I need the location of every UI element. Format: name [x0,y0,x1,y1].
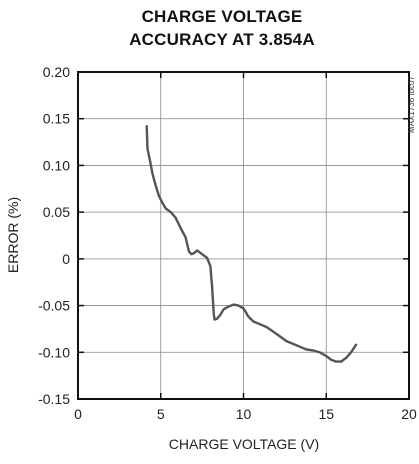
y-tick-label: 0.15 [43,111,70,127]
y-tick-label: 0 [62,251,70,267]
plot-frame [77,71,410,400]
y-axis-label: ERROR (%) [5,197,21,273]
x-tick-label: 5 [157,406,165,422]
y-tick-label: -0.05 [38,298,70,314]
x-tick-labels: 0 5 10 15 20 [74,406,417,422]
series-group [145,124,358,363]
x-tick-label: 15 [318,406,334,422]
chart-title-line-2: ACCURACY AT 3.854A [129,30,315,49]
y-tick-label: 0.20 [43,64,70,80]
y-tick-label: 0.10 [43,157,70,173]
x-tick-label: 0 [74,406,82,422]
x-axis-label: CHARGE VOLTAGE (V) [169,436,319,452]
y-tick-label: -0.15 [38,391,70,407]
series-line-1 [145,124,358,363]
x-tick-label: 10 [236,406,252,422]
y-tick-label: 0.05 [43,204,70,220]
grid [78,72,409,399]
y-tick-label: -0.10 [38,344,70,360]
chart-title-line-1: CHARGE VOLTAGE [142,7,303,26]
y-tick-labels: 0.20 0.15 0.10 0.05 0 -0.05 -0.10 -0.15 [38,64,70,407]
x-tick-label: 20 [401,406,417,422]
figure-id-label: MAX1736 toc07 [407,75,416,132]
